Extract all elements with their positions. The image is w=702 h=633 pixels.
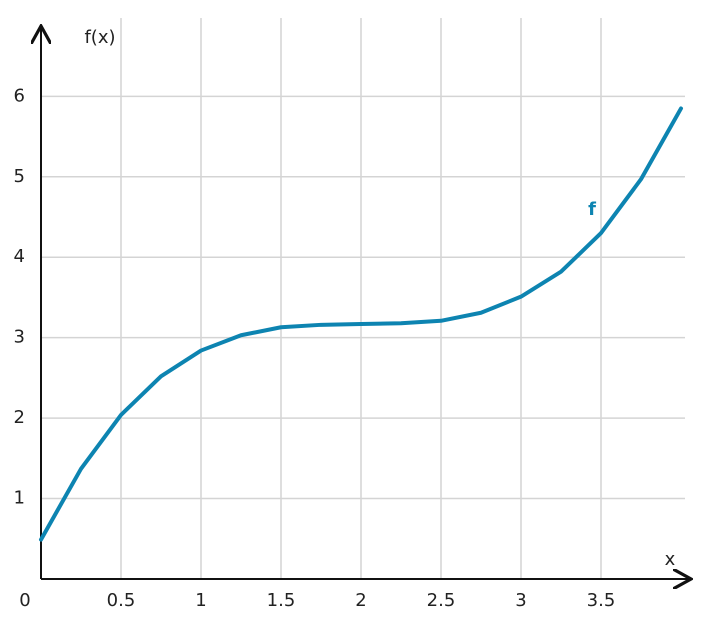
grid (41, 18, 685, 579)
x-tick-label: 0 (19, 590, 30, 611)
y-tick-label: 1 (14, 488, 25, 509)
y-tick-label: 4 (14, 246, 25, 267)
x-tick-label: 1 (195, 590, 206, 611)
y-axis-label: f(x) (84, 27, 115, 48)
y-tick-label: 2 (14, 407, 25, 428)
x-tick-label: 1.5 (267, 590, 296, 611)
x-axis-label: x (665, 549, 676, 570)
x-tick-label: 2 (355, 590, 366, 611)
x-tick-label: 2.5 (427, 590, 456, 611)
x-tick-label: 0.5 (107, 590, 136, 611)
series-label: f (588, 199, 596, 220)
x-tick-label: 3.5 (587, 590, 616, 611)
y-tick-label: 6 (14, 85, 25, 106)
x-tick-label: 3 (515, 590, 526, 611)
function-curve (39, 106, 683, 542)
y-tick-label: 3 (14, 327, 25, 348)
y-tick-label: 5 (14, 166, 25, 187)
